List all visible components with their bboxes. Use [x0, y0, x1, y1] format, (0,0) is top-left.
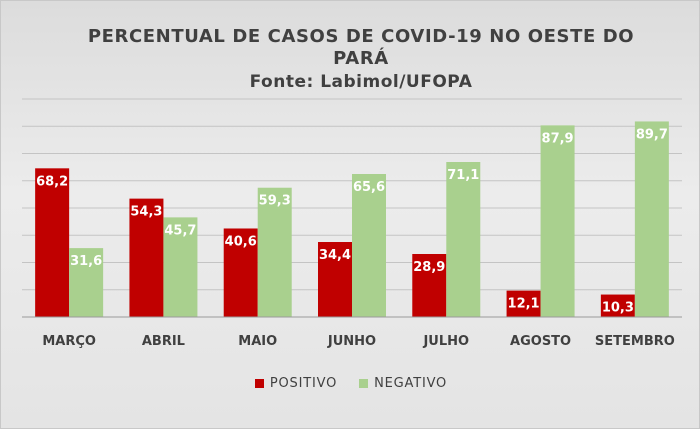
bar-positivo: [35, 168, 70, 317]
bar-positivo: [223, 228, 258, 317]
data-label: 12,1: [508, 297, 540, 312]
legend-swatch-positivo: [254, 379, 264, 388]
bar-negativo: [163, 217, 198, 317]
data-label: 87,9: [542, 131, 574, 146]
bar-positivo: [412, 253, 447, 317]
x-tick-label: MAIO: [238, 334, 277, 349]
x-tick-label: AGOSTO: [510, 334, 571, 349]
bar-negativo: [446, 162, 481, 317]
x-tick-label: JUNHO: [327, 334, 376, 349]
legend-label-negativo: NEGATIVO: [374, 376, 448, 391]
legend-swatch-negativo: [359, 379, 369, 388]
bar-positivo: [318, 242, 352, 317]
chart-title-continued: PARÁ: [333, 48, 389, 69]
bar-negativo: [634, 121, 669, 317]
data-label: 54,3: [130, 205, 162, 220]
legend-label-positivo: POSITIVO: [269, 376, 338, 391]
data-label: 31,6: [70, 254, 102, 269]
legend: POSITIVO NEGATIVO: [1, 376, 700, 391]
data-label: 40,6: [225, 234, 257, 249]
bar-negativo: [257, 187, 292, 317]
bar-negativo: [540, 125, 575, 318]
x-tick-label: SETEMBRO: [595, 334, 675, 349]
bar-negativo: [352, 173, 386, 317]
data-label: 34,4: [319, 248, 351, 263]
data-label: 45,7: [164, 223, 196, 238]
chart-title: PERCENTUAL DE CASOS DE COVID-19 NO OESTE…: [87, 26, 635, 47]
legend-item-negativo: NEGATIVO: [359, 376, 447, 391]
data-label: 68,2: [36, 174, 68, 189]
data-label: 89,7: [636, 127, 668, 142]
data-label: 65,6: [353, 180, 385, 195]
x-tick-label: ABRIL: [142, 334, 185, 349]
data-label: 10,3: [602, 301, 634, 316]
data-label: 59,3: [259, 194, 291, 209]
chart-subtitle: Fonte: Labimol/UFOPA: [249, 72, 473, 92]
legend-item-positivo: POSITIVO: [254, 376, 338, 391]
bar-positivo: [129, 198, 164, 317]
data-label: 28,9: [413, 260, 445, 275]
x-tick-label: JULHO: [422, 334, 469, 349]
bar-positivo: [600, 294, 635, 317]
bar-negativo: [69, 248, 104, 317]
data-label: 71,1: [447, 168, 479, 183]
x-tick-label: MARÇO: [42, 334, 96, 349]
bar-positivo: [506, 290, 541, 317]
